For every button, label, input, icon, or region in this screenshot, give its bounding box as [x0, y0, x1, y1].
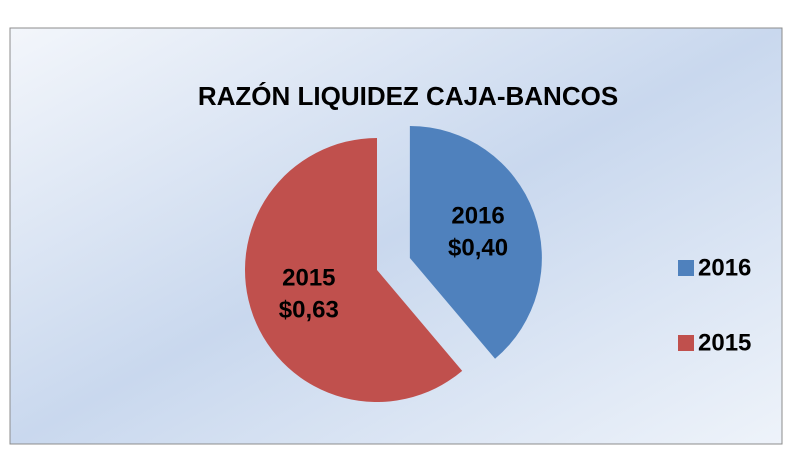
- chart-title: RAZÓN LIQUIDEZ CAJA-BANCOS: [198, 81, 618, 111]
- legend-label: 2015: [698, 329, 751, 356]
- legend-swatch: [678, 260, 694, 276]
- slice-category: 2016: [451, 202, 504, 229]
- pie-slice: [245, 138, 463, 403]
- pie-slice: [409, 125, 542, 359]
- legend-swatch: [678, 335, 694, 351]
- legend-label: 2016: [698, 254, 751, 281]
- slice-value: $0,63: [279, 296, 339, 323]
- slice-value: $0,40: [448, 234, 508, 261]
- slice-category: 2015: [282, 264, 335, 291]
